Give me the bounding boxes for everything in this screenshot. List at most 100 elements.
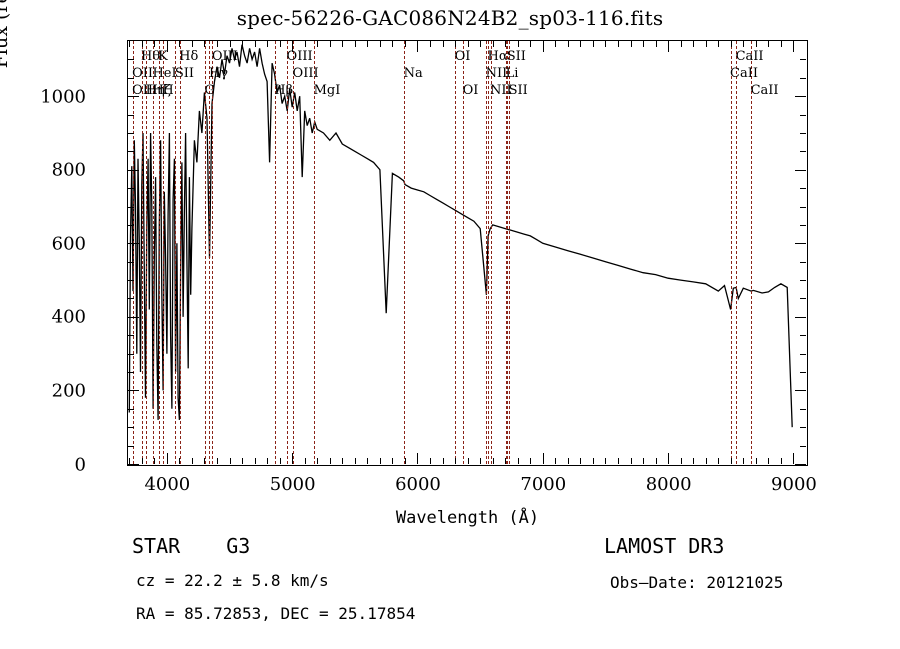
tick-mark [455,41,457,47]
spectral-line-marker [486,41,488,464]
tick-mark [618,458,619,464]
tick-mark [129,41,131,47]
tick-mark [292,41,294,52]
spectral-line-marker [736,41,738,464]
tick-mark [128,408,134,410]
tick-mark [567,41,569,47]
tick-mark [800,77,806,79]
tick-mark [517,41,519,47]
spectral-line-marker [314,41,316,464]
tick-mark [417,41,419,52]
spectral-line-label: MgI [313,83,341,98]
tick-mark [795,169,806,171]
spectral-line-label: SII [508,83,528,98]
spectral-line-marker [141,41,143,464]
spectral-line-marker [490,41,492,464]
spectral-line-label: Hδ [179,49,199,64]
tick-mark [555,41,557,47]
tick-mark [743,458,745,464]
tick-mark [705,458,707,464]
tick-mark [304,458,306,464]
tick-mark [567,458,569,464]
tick-mark [404,458,406,464]
tick-mark [204,41,206,47]
tick-mark [191,458,193,464]
tick-mark [128,298,134,300]
tick-mark [229,458,231,464]
spectrum-curve [128,44,793,428]
tick-mark [392,458,394,464]
tick-mark [605,41,607,47]
tick-mark [800,132,806,134]
tick-mark [592,41,594,47]
tick-mark [242,458,244,464]
tick-mark [254,458,256,464]
tick-mark [655,458,657,464]
spectral-line-label: K [158,49,168,64]
tick-mark [204,458,206,464]
survey-label: LAMOST DR3 [604,534,725,558]
tick-mark [442,458,444,464]
redshift-velocity: cz = 22.2 ± 5.8 km/s [136,571,329,590]
spectral-line-marker [506,41,508,464]
tick-mark [430,41,432,47]
tick-mark [267,458,269,464]
spectral-line-marker [507,41,509,464]
x-tick-label: 4000 [144,474,191,495]
spectral-line-label: OII [132,66,154,81]
tick-mark [128,132,134,134]
tick-mark [780,458,782,464]
x-tick-label: 5000 [269,474,316,495]
spectral-line-label: OIII [211,49,238,64]
tick-mark [768,41,770,47]
spectral-line-label: Hθ [141,49,161,64]
tick-mark [795,464,806,465]
tick-mark [580,41,582,47]
x-tick-label: 7000 [520,474,567,495]
tick-mark [793,41,795,52]
tick-mark [128,427,134,429]
tick-mark [128,353,134,355]
spectral-line-label: H [162,83,174,98]
spectral-line-label: Hα [487,49,508,64]
tick-mark [768,458,770,464]
spectral-line-marker [293,41,295,464]
tick-mark [367,458,369,464]
tick-mark [718,458,720,464]
tick-mark [800,372,806,374]
tick-mark [800,59,806,61]
plot-area [127,40,808,466]
tick-mark [668,41,670,52]
spectral-line-label: Na [403,66,423,81]
tick-mark [128,151,134,153]
tick-mark [780,41,782,47]
tick-mark [141,41,143,47]
tick-mark [643,41,645,47]
tick-mark [795,96,806,98]
tick-mark [216,41,218,47]
tick-mark [680,458,682,464]
spectral-line-marker [162,41,164,464]
spectral-line-label: OIII [292,66,319,81]
object-type: STAR [132,534,181,558]
spectral-line-marker [179,41,181,464]
tick-mark [800,335,806,337]
tick-mark [128,77,134,79]
tick-mark [693,458,695,464]
spectral-line-label: OI [454,49,471,64]
tick-mark [292,453,294,464]
spectral-line-label: OIII [286,49,313,64]
tick-mark [404,41,406,47]
y-tick-label: 600 [51,233,86,255]
tick-mark [128,390,139,392]
y-axis-label-text: Flux (relative) [0,0,12,69]
tick-mark [128,335,134,337]
tick-mark [800,224,806,226]
tick-mark [693,41,695,47]
spectral-line-marker [158,41,160,464]
tick-mark [342,458,344,464]
tick-mark [730,41,732,47]
tick-mark [680,41,682,47]
y-tick-label: 1000 [40,86,86,108]
